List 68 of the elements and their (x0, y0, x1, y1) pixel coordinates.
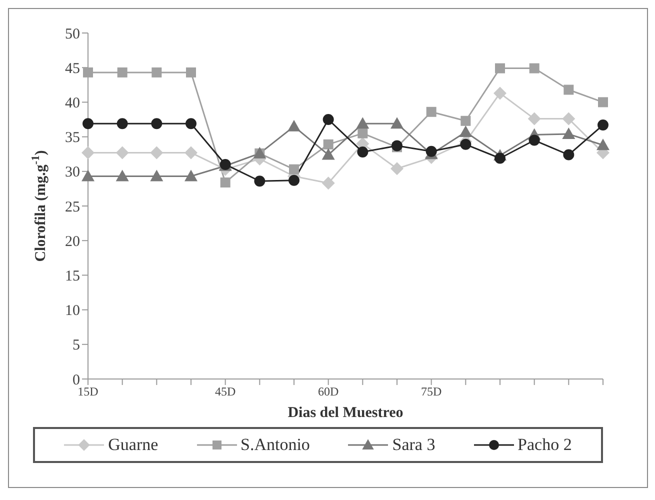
point (288, 120, 300, 132)
point (288, 174, 300, 186)
point (529, 63, 540, 74)
point (220, 177, 230, 188)
y-tick-label: 5 (72, 338, 80, 354)
point (152, 67, 162, 78)
point (289, 164, 299, 174)
point (323, 139, 334, 150)
point (426, 146, 437, 157)
y-tick-label: 10 (65, 303, 80, 320)
point (186, 118, 196, 130)
point (598, 120, 608, 131)
point (494, 86, 506, 100)
x-tick-label: 45D (214, 384, 236, 399)
point (322, 176, 335, 190)
point (357, 146, 368, 158)
point (322, 114, 334, 125)
x-tick-label: 15D (78, 384, 99, 399)
point (390, 117, 404, 129)
y-tick-label: 50 (65, 26, 80, 42)
point (459, 125, 472, 137)
point (116, 170, 129, 182)
point (460, 138, 472, 150)
point (116, 146, 129, 160)
legend-label: Pacho 2 (518, 435, 572, 455)
point (184, 146, 198, 160)
legend-label: Guarne (108, 435, 158, 455)
point (562, 128, 576, 140)
point (596, 138, 610, 150)
point (254, 176, 266, 187)
point (150, 146, 164, 160)
point (150, 170, 164, 182)
point (356, 117, 370, 129)
y-tick-label: 25 (65, 199, 80, 216)
point (151, 118, 162, 130)
y-tick-label: 40 (65, 96, 80, 112)
point (562, 112, 576, 126)
point (82, 146, 94, 160)
point (494, 152, 506, 164)
y-tick-label: 30 (65, 164, 80, 181)
point (528, 134, 540, 146)
y-tick-label: 35 (65, 130, 80, 146)
point (83, 67, 93, 78)
point (528, 112, 541, 126)
point (117, 67, 128, 78)
point (495, 63, 505, 74)
legend-label: Sara 3 (392, 435, 436, 455)
point (322, 148, 335, 160)
point (184, 170, 198, 182)
x-tick-label: 60D (318, 384, 339, 399)
legend-label: S.Antonio (240, 435, 310, 455)
point (116, 118, 128, 130)
y-tick-label: 45 (65, 60, 80, 77)
point (82, 170, 94, 182)
point (564, 84, 574, 95)
point (598, 97, 608, 108)
point (390, 162, 404, 176)
point (426, 106, 436, 117)
point (563, 149, 574, 160)
y-tick-label: 20 (65, 234, 80, 250)
point (460, 116, 471, 126)
point (82, 118, 94, 130)
point (358, 128, 368, 138)
point (186, 67, 196, 78)
y-tick-label: 0 (72, 372, 80, 388)
x-tick-label: 75D (420, 384, 442, 399)
x-axis-title: Dias del Muestreo (288, 405, 404, 421)
y-tick-label: 15 (65, 268, 80, 285)
